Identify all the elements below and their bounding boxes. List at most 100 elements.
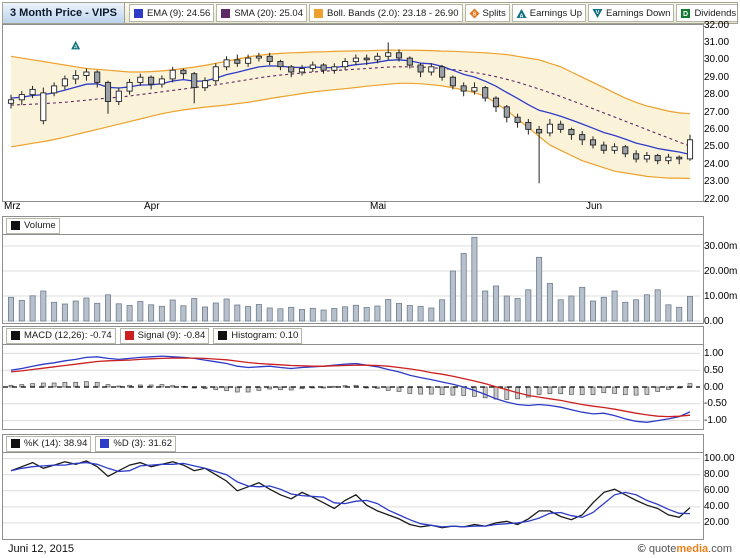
volume-bar bbox=[503, 295, 510, 322]
macd-histogram bbox=[8, 381, 693, 400]
volume-bar bbox=[18, 300, 25, 322]
volume-bar bbox=[352, 304, 359, 322]
percent-d-line bbox=[10, 461, 691, 528]
square-icon bbox=[314, 8, 323, 18]
histogram-bar bbox=[579, 386, 585, 396]
volume-bar bbox=[482, 290, 489, 322]
y-axis-label: -1.00 bbox=[704, 415, 727, 427]
y-axis-label: 29.00 bbox=[704, 71, 730, 83]
volume-bar bbox=[320, 309, 327, 322]
volume-bar bbox=[158, 305, 165, 322]
volume-bar bbox=[643, 294, 650, 322]
legend-chip: %D (3): 31.62 bbox=[95, 435, 176, 452]
histogram-bar bbox=[461, 386, 467, 396]
histogram-bar bbox=[375, 386, 380, 389]
volume-bar bbox=[29, 295, 36, 322]
volume-bar bbox=[255, 304, 262, 322]
legend-chip: Boll. Bands (2.0): 23.18 - 26.90 bbox=[309, 4, 463, 22]
y-axis-label: 25.00 bbox=[704, 141, 730, 153]
histogram-bar bbox=[644, 386, 650, 395]
volume-bar bbox=[525, 289, 532, 322]
histogram-bar bbox=[428, 386, 434, 395]
histogram-bar bbox=[84, 381, 89, 388]
histogram-bar bbox=[493, 386, 499, 400]
legend-chip: %K (14): 38.94 bbox=[6, 435, 92, 452]
legend-label: %K (14): 38.94 bbox=[24, 438, 88, 449]
volume-bar bbox=[568, 295, 575, 322]
histogram-bar bbox=[170, 385, 176, 388]
volume-bar bbox=[266, 307, 273, 322]
histogram-bar bbox=[396, 386, 402, 392]
y-axis-label: 30.00 bbox=[704, 54, 730, 66]
triangle-up-icon: A bbox=[516, 8, 527, 19]
histogram-bar bbox=[407, 386, 413, 394]
volume-bar bbox=[687, 296, 694, 322]
volume-bar bbox=[557, 299, 564, 322]
volume-bar bbox=[180, 305, 187, 322]
histogram-bar bbox=[224, 386, 229, 392]
y-axis-label: 30.00m bbox=[704, 240, 738, 252]
brand-media: media bbox=[676, 543, 709, 555]
price-x-axis: Mrz Apr Mai Jun bbox=[0, 201, 740, 215]
volume-bars bbox=[8, 236, 694, 322]
chart-title-tab[interactable]: 3 Month Price - VIPS bbox=[3, 3, 125, 23]
volume-bar bbox=[633, 299, 640, 322]
volume-bar bbox=[288, 306, 295, 322]
y-axis-label: 32.00 bbox=[704, 19, 730, 31]
volume-bar bbox=[676, 306, 683, 322]
volume-bar bbox=[148, 304, 155, 322]
square-icon bbox=[11, 439, 20, 448]
legend-chip: A Earnings Up bbox=[511, 4, 587, 22]
square-icon: D bbox=[681, 8, 691, 18]
y-axis-label: 22.00 bbox=[704, 193, 730, 205]
histogram-bar bbox=[51, 382, 57, 388]
volume-bar bbox=[105, 294, 112, 322]
square-icon bbox=[221, 8, 231, 18]
y-axis-label: 0.00 bbox=[704, 315, 724, 327]
volume-bar bbox=[428, 307, 435, 322]
volume-bar bbox=[72, 300, 79, 322]
volume-bar bbox=[40, 290, 47, 322]
macd-legend: MACD (12,26): -0.74 Signal (9): -0.84 Hist… bbox=[3, 327, 703, 345]
quotemedia-credit[interactable]: © quotemedia.com bbox=[638, 543, 732, 555]
square-icon bbox=[11, 331, 20, 340]
stochastic-chart bbox=[3, 458, 700, 529]
legend-chip: S Splits bbox=[464, 4, 510, 22]
histogram-bar bbox=[213, 386, 219, 391]
y-axis-label: 24.00 bbox=[704, 158, 730, 170]
histogram-bar bbox=[267, 386, 273, 390]
histogram-bar bbox=[105, 384, 111, 388]
svg-text:V: V bbox=[596, 10, 600, 16]
stochastic-legend: %K (14): 38.94 %D (3): 31.62 bbox=[3, 435, 703, 453]
y-axis-label: 80.00 bbox=[704, 469, 730, 481]
bollinger-lower-line bbox=[10, 82, 691, 180]
y-axis-label: 20.00 bbox=[704, 517, 730, 529]
legend-chip: V Earnings Down bbox=[588, 4, 675, 22]
volume-bar bbox=[622, 301, 629, 322]
histogram-bar bbox=[633, 386, 639, 396]
y-axis-label: 26.00 bbox=[704, 123, 730, 135]
histogram-bar bbox=[62, 381, 68, 388]
y-axis-label: 23.00 bbox=[704, 176, 730, 188]
volume-bar bbox=[600, 296, 607, 322]
y-axis-label: 0.00 bbox=[704, 381, 724, 393]
bollinger-band-fill bbox=[11, 50, 690, 179]
volume-bar bbox=[514, 298, 521, 322]
volume-bar bbox=[536, 256, 543, 322]
y-axis-label: 20.00m bbox=[704, 265, 738, 277]
earnings-up-marker bbox=[71, 40, 81, 50]
brand-quote: quote bbox=[648, 543, 677, 555]
price-panel: A bbox=[2, 24, 704, 202]
volume-bar bbox=[298, 309, 305, 322]
volume-bar bbox=[417, 306, 424, 322]
legend-label: %D (3): 31.62 bbox=[113, 438, 172, 449]
ema-line bbox=[10, 59, 691, 156]
histogram-bar bbox=[482, 386, 488, 399]
volume-bar bbox=[449, 270, 456, 322]
volume-bar bbox=[51, 301, 58, 322]
candles-layer bbox=[7, 42, 694, 184]
svg-text:A: A bbox=[74, 45, 78, 51]
svg-text:D: D bbox=[683, 11, 688, 18]
volume-bar bbox=[169, 299, 176, 322]
